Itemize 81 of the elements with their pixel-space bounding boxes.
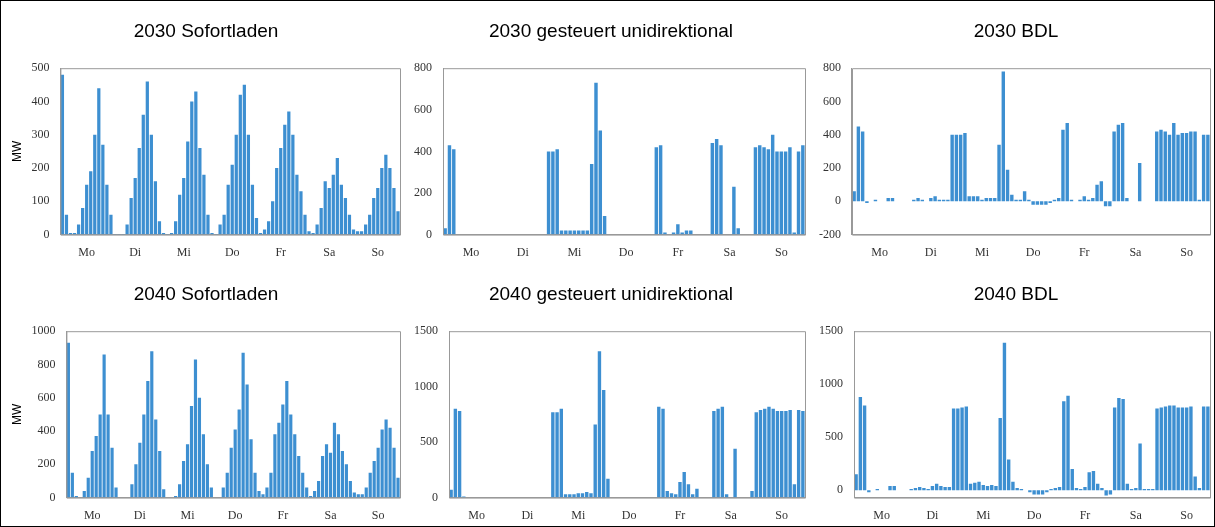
y-axis-title: MW <box>9 140 24 163</box>
y-tick-label: 1000 <box>31 323 56 338</box>
y-tick-label: 800 <box>823 60 841 75</box>
x-tick-label: Do <box>227 507 243 522</box>
x-tick-label: Sa <box>324 507 338 522</box>
y-tick-label: 200 <box>31 160 50 175</box>
x-tick-label: Mo <box>468 507 485 522</box>
x-tick-label: Di <box>133 507 147 522</box>
x-tick-label: Sa <box>723 244 737 259</box>
y-tick-label: 200 <box>37 456 56 471</box>
x-tick-label: Mi <box>974 244 990 259</box>
y-tick-label: 0 <box>837 482 843 497</box>
chart-title: 2040 gesteuert unidirektional <box>488 283 734 305</box>
chart-title: 2030 BDL <box>972 20 1060 42</box>
chart-title: 2030 gesteuert unidirektional <box>488 20 734 42</box>
y-tick-label: 200 <box>414 185 432 200</box>
x-tick-label: Mo <box>871 244 889 259</box>
y-tick-label: 1500 <box>819 323 843 338</box>
y-tick-label: 300 <box>31 126 50 141</box>
chart-title: 2040 BDL <box>972 283 1060 305</box>
x-tick-label: So <box>1180 507 1194 522</box>
x-tick-label: Mi <box>567 244 583 259</box>
x-tick-label: Mo <box>83 507 101 522</box>
x-tick-label: Sa <box>724 507 738 522</box>
y-tick-label: 400 <box>823 126 841 141</box>
y-tick-label: 500 <box>420 434 438 449</box>
x-tick-label: Di <box>926 507 940 522</box>
x-tick-label: Sa <box>323 244 336 259</box>
x-tick-label: So <box>1180 244 1193 259</box>
y-tick-label: 600 <box>823 93 841 108</box>
x-tick-label: Mo <box>462 244 480 259</box>
y-tick-label: 400 <box>31 93 50 108</box>
y-axis-title: MW <box>9 403 24 426</box>
x-tick-label: Fr <box>277 507 289 522</box>
x-tick-label: Do <box>224 244 240 259</box>
chart-title: 2030 Sofortladen <box>132 20 280 42</box>
y-tick-label: 1000 <box>819 376 843 391</box>
y-tick-label: 500 <box>31 60 50 75</box>
y-tick-label: 0 <box>49 489 56 504</box>
y-tick-label: 800 <box>37 356 56 371</box>
x-tick-label: So <box>371 244 385 259</box>
chart-title: 2040 Sofortladen <box>132 283 280 305</box>
x-tick-label: Mo <box>78 244 96 259</box>
y-tick-label: 100 <box>31 193 50 208</box>
x-tick-label: Di <box>521 507 535 522</box>
y-tick-label: 1000 <box>414 378 438 393</box>
x-tick-label: Mi <box>176 244 192 259</box>
x-tick-label: Do <box>621 507 637 522</box>
y-tick-label: 400 <box>414 143 432 158</box>
y-tick-label: 800 <box>414 60 432 75</box>
y-tick-label: 0 <box>43 226 50 241</box>
x-tick-label: Do <box>1025 244 1041 259</box>
y-tick-label: 0 <box>426 226 432 241</box>
x-tick-label: Fr <box>1079 507 1091 522</box>
y-tick-label: 0 <box>835 193 841 208</box>
x-tick-label: Mi <box>976 507 991 522</box>
x-tick-label: So <box>775 507 789 522</box>
x-tick-label: Fr <box>275 244 287 259</box>
x-tick-label: Mi <box>571 507 586 522</box>
x-tick-label: Di <box>924 244 938 259</box>
y-tick-label: -200 <box>819 226 841 241</box>
x-tick-label: Do <box>618 244 634 259</box>
y-tick-label: 200 <box>823 160 841 175</box>
x-tick-label: Di <box>129 244 142 259</box>
y-tick-label: 1500 <box>414 323 438 338</box>
x-tick-label: Sa <box>1129 507 1143 522</box>
y-tick-label: 600 <box>414 101 432 116</box>
x-tick-label: So <box>774 244 788 259</box>
x-tick-label: Fr <box>672 244 684 259</box>
x-tick-label: Sa <box>1129 244 1143 259</box>
x-tick-label: Fr <box>1078 244 1090 259</box>
y-tick-label: 500 <box>825 429 843 444</box>
x-tick-label: Fr <box>674 507 686 522</box>
y-tick-label: 0 <box>432 489 438 504</box>
x-tick-label: Mi <box>180 507 196 522</box>
x-tick-label: Di <box>516 244 530 259</box>
y-tick-label: 400 <box>37 423 56 438</box>
x-tick-label: Do <box>1026 507 1042 522</box>
x-tick-label: So <box>371 507 385 522</box>
x-tick-label: Mo <box>873 507 890 522</box>
y-tick-label: 600 <box>37 389 56 404</box>
